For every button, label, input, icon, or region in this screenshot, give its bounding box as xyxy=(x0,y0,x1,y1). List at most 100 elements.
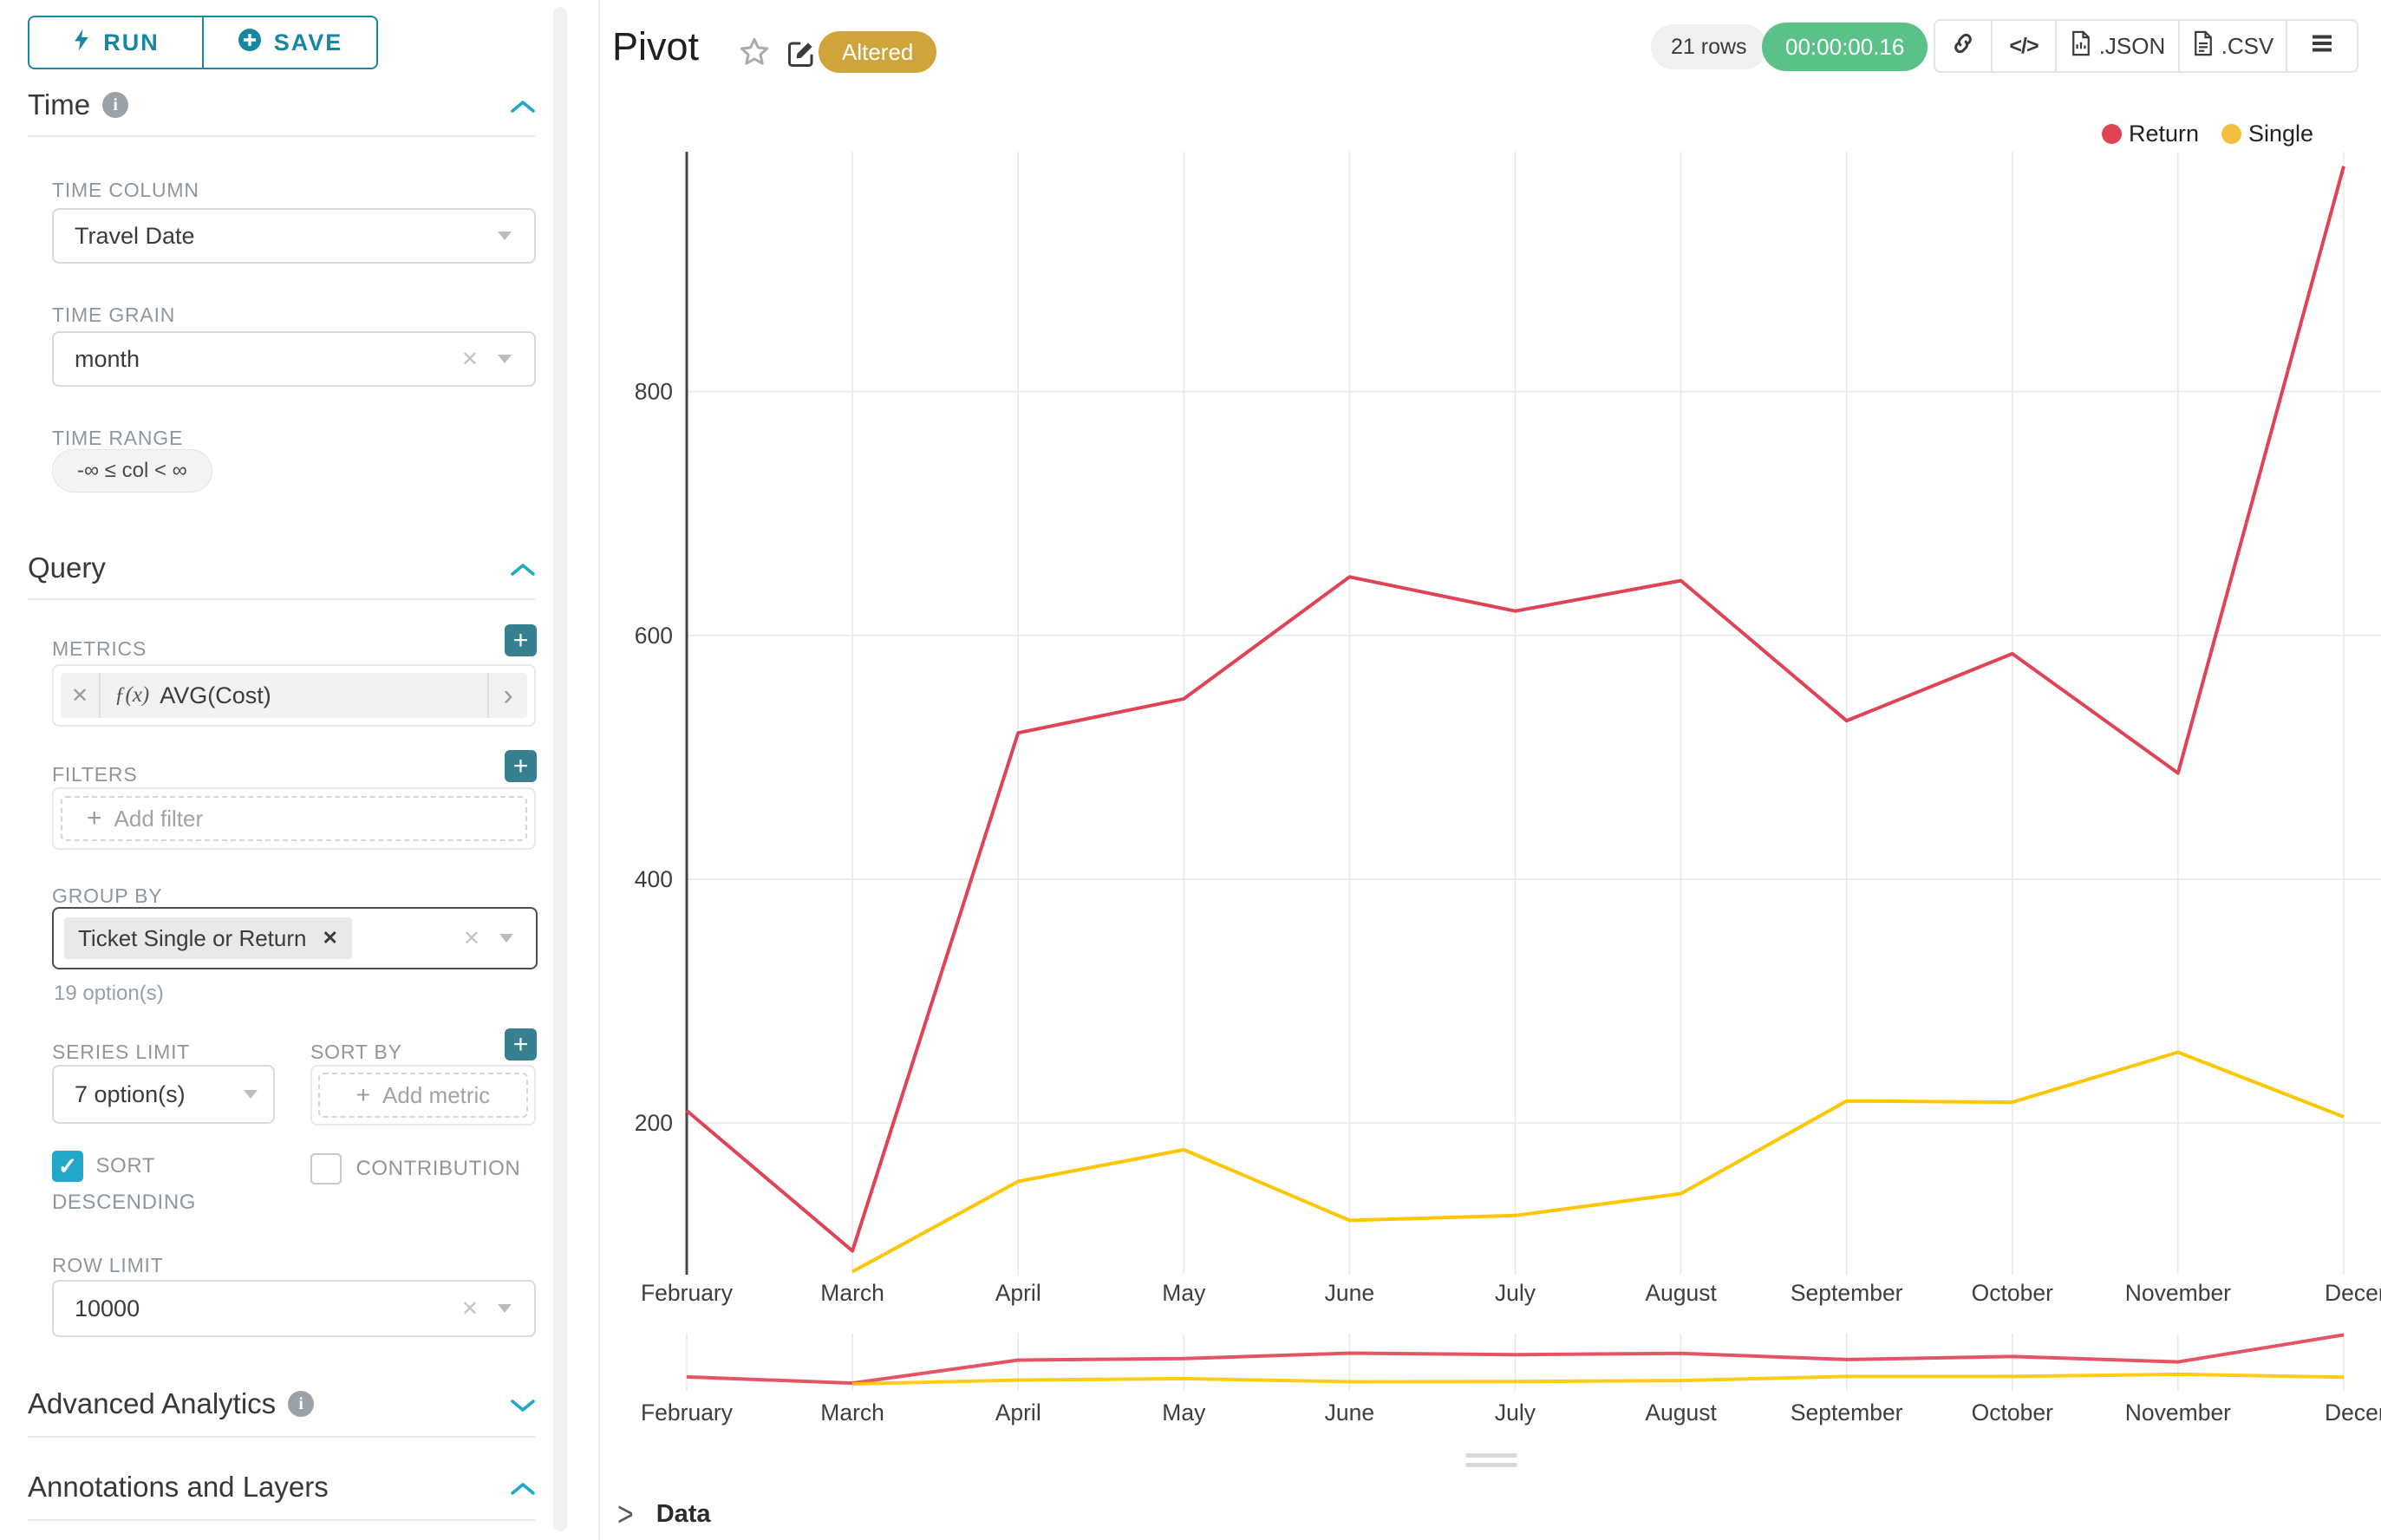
svg-text:April: April xyxy=(995,1400,1041,1426)
run-save-group: RUN SAVE xyxy=(28,16,378,69)
chevron-down-icon xyxy=(244,1090,258,1099)
metric-pill[interactable]: ✕ ƒ(x) AVG(Cost) › xyxy=(61,673,527,718)
clear-icon[interactable]: ✕ xyxy=(462,926,480,950)
section-divider xyxy=(28,598,535,600)
view-query-button[interactable]: </> xyxy=(1991,21,2055,71)
collapse-annotations-chevron-up-icon[interactable] xyxy=(510,1481,536,1497)
group-by-label: GROUP BY xyxy=(52,884,163,907)
section-divider xyxy=(28,135,535,137)
chevron-down-icon xyxy=(498,232,512,240)
plus-icon: + xyxy=(356,1081,371,1108)
save-button[interactable]: SAVE xyxy=(202,17,376,68)
metric-value: AVG(Cost) xyxy=(160,682,271,708)
edit-properties-icon[interactable] xyxy=(786,38,817,74)
return-dot-icon xyxy=(2102,124,2122,144)
hamburger-icon xyxy=(2310,33,2334,60)
row-limit-value: 10000 xyxy=(75,1295,140,1321)
copy-link-button[interactable] xyxy=(1935,21,1991,71)
control-panel: RUN SAVE Time i TIME COLUMN Travel xyxy=(0,0,569,1540)
svg-text:June: June xyxy=(1325,1280,1374,1306)
legend-item-return[interactable]: Return xyxy=(2102,121,2199,147)
svg-text:July: July xyxy=(1495,1280,1536,1306)
svg-text:March: March xyxy=(820,1400,884,1426)
time-grain-label: TIME GRAIN xyxy=(52,303,176,326)
series-limit-select[interactable]: 7 option(s) xyxy=(52,1065,275,1124)
svg-text:April: April xyxy=(995,1280,1041,1306)
plus-icon: + xyxy=(87,804,102,832)
chevron-right-icon: > xyxy=(617,1494,634,1534)
svg-text:October: October xyxy=(1972,1400,2053,1426)
svg-text:March: March xyxy=(820,1280,884,1306)
menu-button[interactable] xyxy=(2286,21,2357,71)
time-section-title: Time i xyxy=(28,88,129,121)
favorite-star-icon[interactable] xyxy=(737,35,772,74)
json-file-icon xyxy=(2070,30,2092,62)
clear-icon[interactable]: ✕ xyxy=(460,1296,479,1321)
altered-badge[interactable]: Altered xyxy=(819,31,937,73)
metrics-container: ✕ ƒ(x) AVG(Cost) › xyxy=(52,664,536,727)
svg-text:200: 200 xyxy=(635,1110,673,1136)
sort-by-container: + Add metric xyxy=(310,1065,536,1126)
run-button[interactable]: RUN xyxy=(29,17,202,68)
remove-metric-icon[interactable]: ✕ xyxy=(61,673,101,718)
sort-descending-checkbox[interactable]: ✓ xyxy=(52,1151,83,1182)
row-limit-select[interactable]: 10000 ✕ xyxy=(52,1280,536,1337)
sort-descending-label: SORT DESCENDING xyxy=(52,1154,197,1215)
svg-text:July: July xyxy=(1495,1400,1536,1426)
chevron-down-icon xyxy=(499,934,513,943)
legend-item-single[interactable]: Single xyxy=(2221,121,2313,147)
svg-text:September: September xyxy=(1791,1280,1903,1306)
metrics-label: METRICS xyxy=(52,637,147,660)
contribution-checkbox[interactable] xyxy=(310,1153,342,1184)
group-by-tag: Ticket Single or Return ✕ xyxy=(64,917,352,959)
svg-text:February: February xyxy=(641,1280,734,1306)
contribution-control[interactable]: CONTRIBUTION xyxy=(310,1153,520,1184)
expand-metric-icon[interactable]: › xyxy=(487,673,527,718)
time-range-label: TIME RANGE xyxy=(52,427,184,449)
resize-handle[interactable] xyxy=(1465,1453,1517,1472)
query-duration-badge: 00:00:00.16 xyxy=(1762,23,1928,71)
svg-text:May: May xyxy=(1162,1280,1206,1306)
row-limit-label: ROW LIMIT xyxy=(52,1254,164,1276)
svg-text:November: November xyxy=(2125,1400,2231,1426)
time-range-pill[interactable]: -∞ ≤ col < ∞ xyxy=(52,449,212,493)
group-by-select[interactable]: Ticket Single or Return ✕ ✕ xyxy=(52,907,538,969)
series-limit-label: SERIES LIMIT xyxy=(52,1041,191,1063)
chart-toolbar: </> .JSON .CSV xyxy=(1934,19,2358,73)
time-column-value: Travel Date xyxy=(75,222,195,249)
link-icon xyxy=(1950,30,1976,62)
expand-advanced-chevron-down-icon[interactable] xyxy=(510,1398,536,1413)
clear-icon[interactable]: ✕ xyxy=(460,347,479,371)
svg-text:December: December xyxy=(2325,1400,2381,1426)
svg-text:December: December xyxy=(2325,1280,2381,1306)
add-sort-metric-plus-button[interactable]: + xyxy=(505,1028,537,1060)
remove-tag-icon[interactable]: ✕ xyxy=(322,927,338,949)
save-label: SAVE xyxy=(273,29,343,55)
panel-divider[interactable] xyxy=(598,0,600,1540)
query-section-title: Query xyxy=(28,551,106,584)
svg-text:400: 400 xyxy=(635,866,673,892)
time-grain-value: month xyxy=(75,345,140,372)
collapse-query-chevron-up-icon[interactable] xyxy=(510,562,536,578)
add-metric-plus-button[interactable]: + xyxy=(505,624,537,656)
export-csv-button[interactable]: .CSV xyxy=(2178,21,2286,71)
svg-text:November: November xyxy=(2125,1280,2231,1306)
annotations-title: Annotations and Layers xyxy=(28,1471,329,1503)
svg-text:May: May xyxy=(1162,1400,1206,1426)
add-filter-plus-button[interactable]: + xyxy=(505,750,537,782)
sidebar-scrollbar[interactable] xyxy=(553,7,567,1531)
single-dot-icon xyxy=(2221,124,2241,144)
data-section-toggle[interactable]: > Data xyxy=(617,1494,711,1533)
time-grain-select[interactable]: month ✕ xyxy=(52,331,536,387)
time-column-select[interactable]: Travel Date xyxy=(52,208,536,264)
sort-descending-control[interactable]: ✓ SORT DESCENDING xyxy=(52,1148,256,1221)
export-json-button[interactable]: .JSON xyxy=(2055,21,2178,71)
add-filter-button[interactable]: + Add filter xyxy=(61,796,527,841)
svg-text:October: October xyxy=(1972,1280,2053,1306)
collapse-time-chevron-up-icon[interactable] xyxy=(510,99,536,114)
svg-text:February: February xyxy=(641,1400,734,1426)
svg-text:800: 800 xyxy=(635,379,673,405)
add-sort-metric-button[interactable]: + Add metric xyxy=(318,1073,528,1118)
row-count-badge: 21 rows xyxy=(1651,24,1767,69)
